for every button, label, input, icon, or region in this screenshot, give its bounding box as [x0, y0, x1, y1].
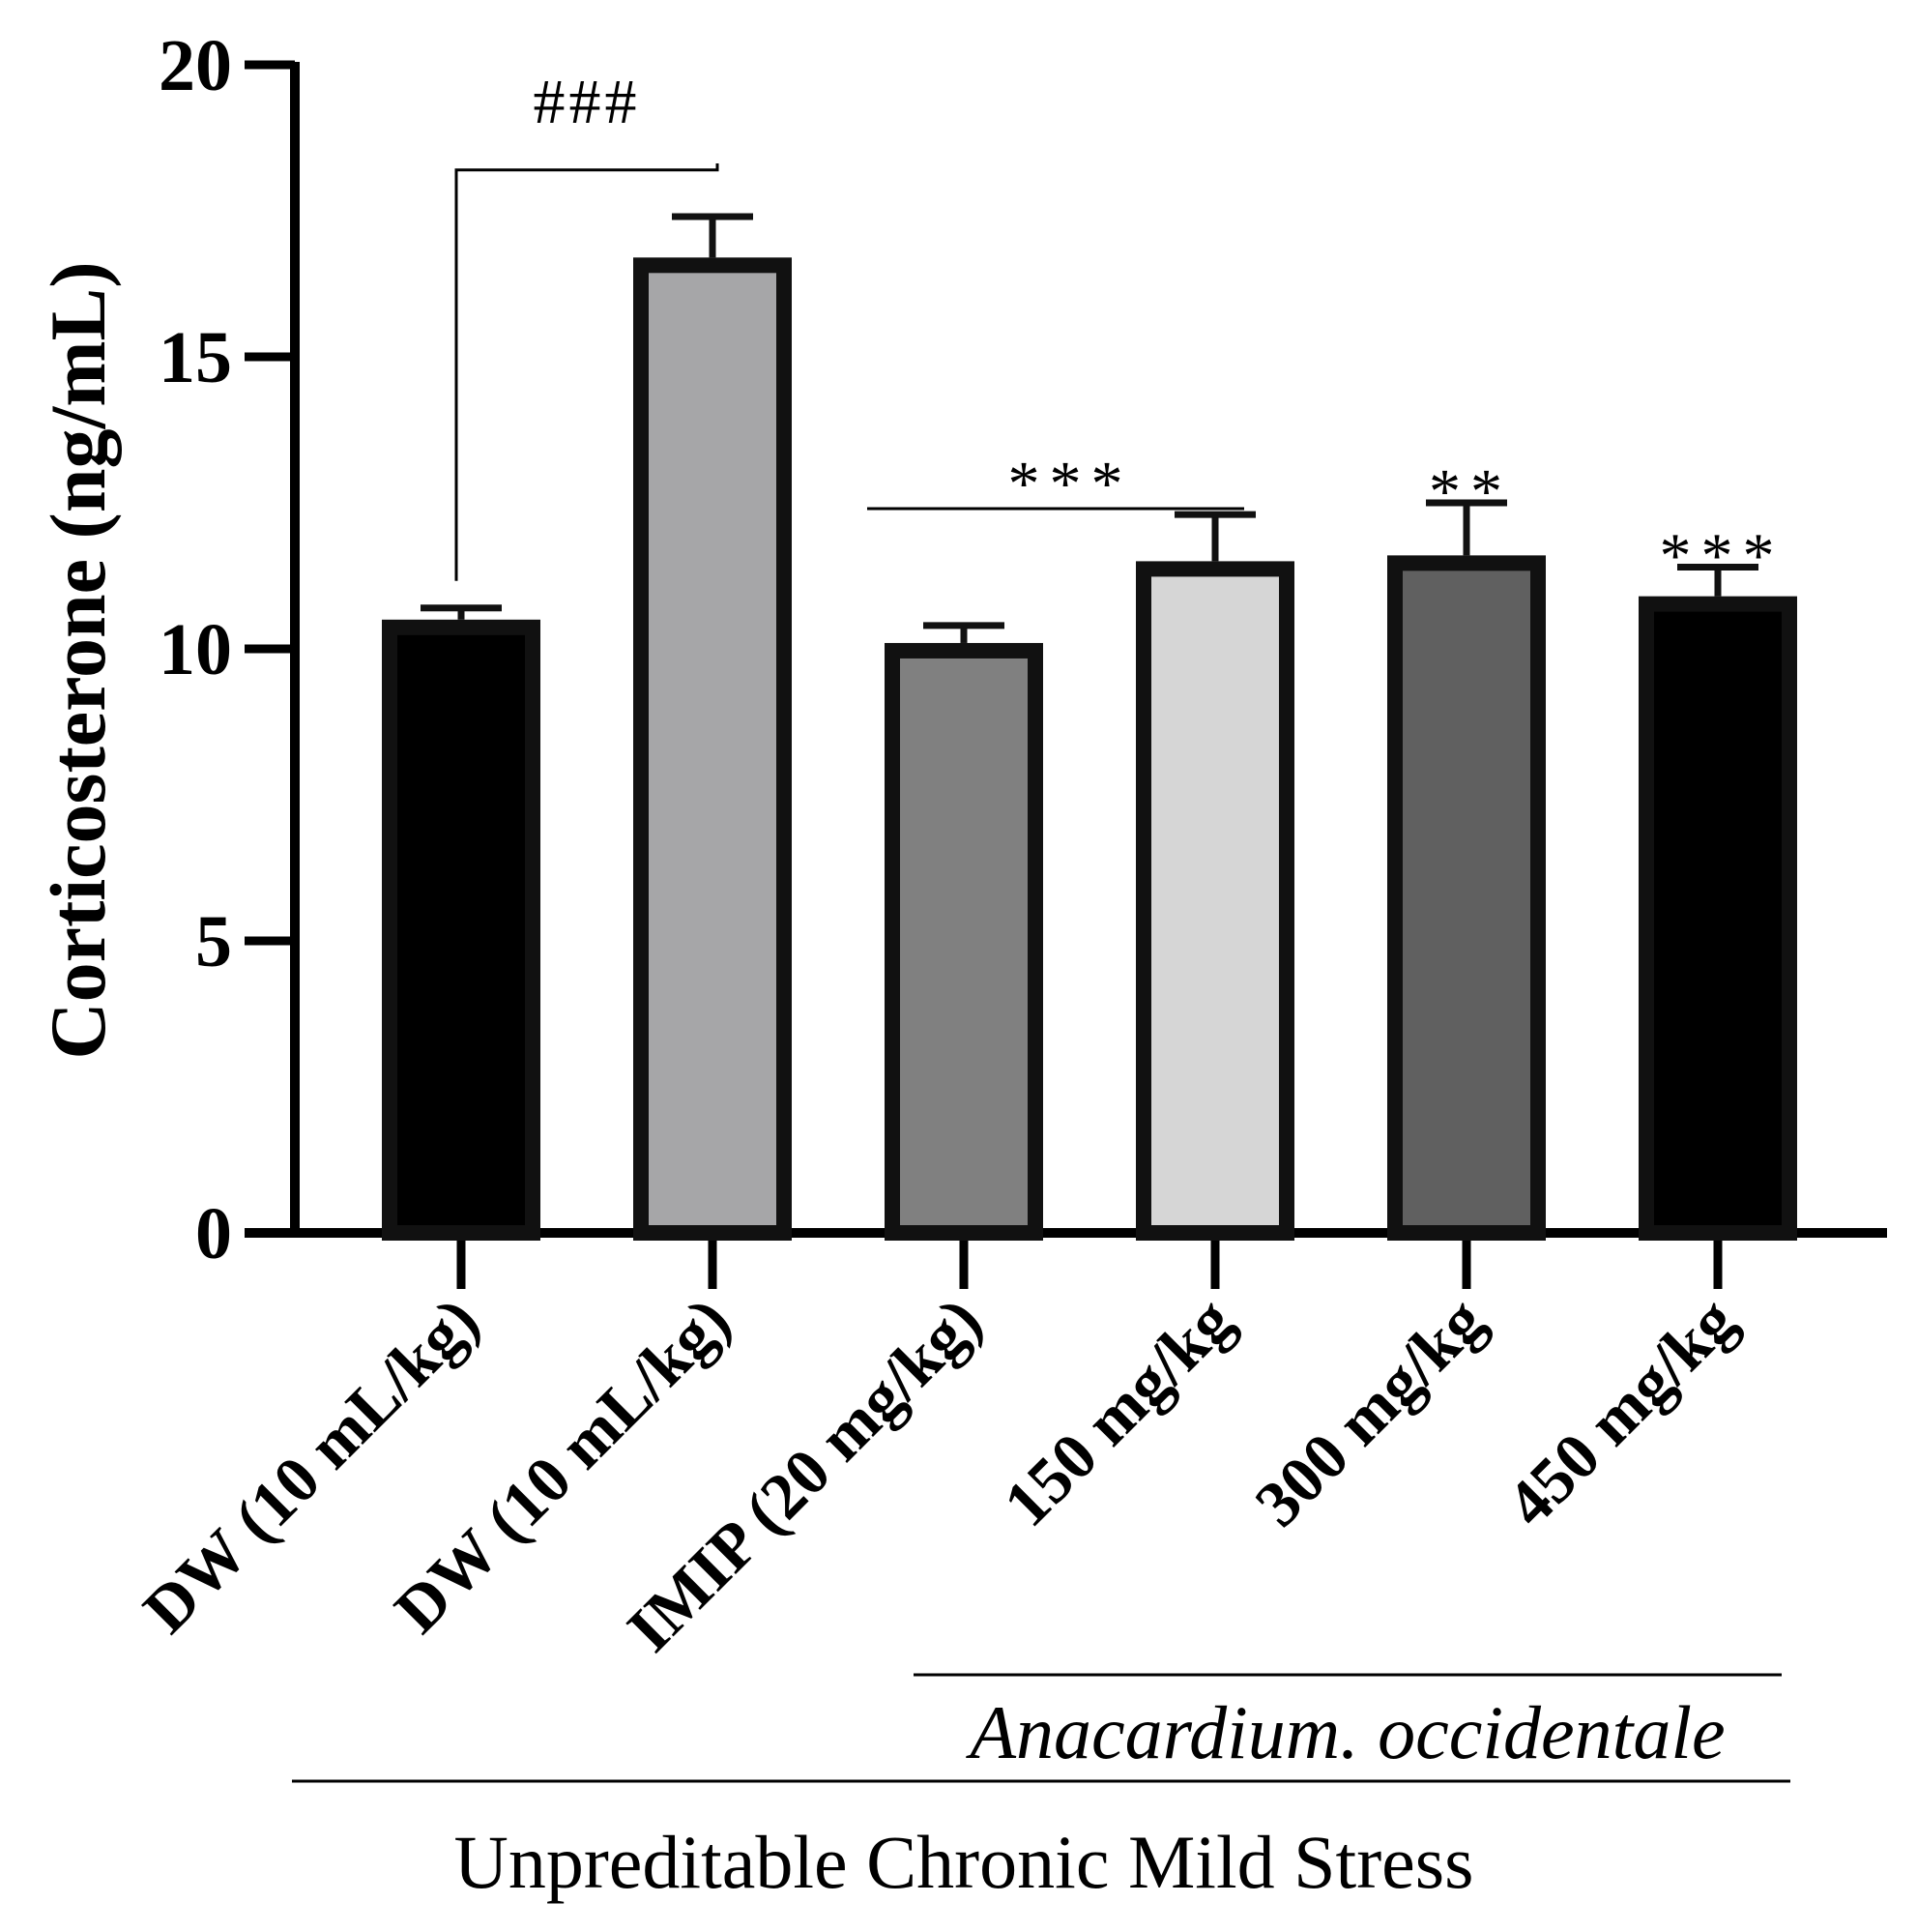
y-tick-label: 10: [159, 609, 232, 690]
bar: [1387, 555, 1546, 1241]
category-labels: DW (10 mL/kg)DW (10 mL/kg)IMIP (20 mg/kg…: [130, 1283, 1750, 1666]
group-labels: Anacardium. occidentale Unpreditable Chro…: [292, 1673, 1790, 1904]
significance-annotations: ###*** *****: [454, 67, 1785, 591]
bar: [1639, 596, 1797, 1241]
significance-mark: ***: [1008, 449, 1133, 519]
significance-bracket: [454, 163, 719, 581]
bar: [633, 257, 792, 1241]
y-tick-label: 0: [195, 1193, 232, 1274]
y-axis: 0 5 10 15 20: [159, 25, 300, 1274]
significance-mark: **: [1429, 456, 1512, 527]
bars: [382, 257, 1797, 1241]
y-tick-label: 20: [159, 25, 232, 106]
significance-mark: ###: [534, 67, 641, 137]
error-bars: [421, 213, 1758, 643]
category-label: 150 mg/kg: [989, 1283, 1246, 1540]
group-label: Unpreditable Chronic Mild Stress: [453, 1820, 1473, 1904]
y-tick-label: 15: [159, 317, 232, 398]
category-label: 450 mg/kg: [1492, 1283, 1749, 1540]
significance-mark: ***: [1660, 520, 1785, 591]
category-label: 300 mg/kg: [1240, 1283, 1497, 1540]
y-axis-title: Corticosterone (ng/mL): [34, 261, 122, 1059]
bar: [382, 619, 540, 1241]
group-label: Anacardium. occidentale: [965, 1690, 1725, 1774]
x-axis: [245, 1228, 1887, 1289]
y-tick-label: 5: [195, 901, 232, 982]
bar: [1136, 561, 1294, 1241]
bar: [885, 642, 1043, 1241]
